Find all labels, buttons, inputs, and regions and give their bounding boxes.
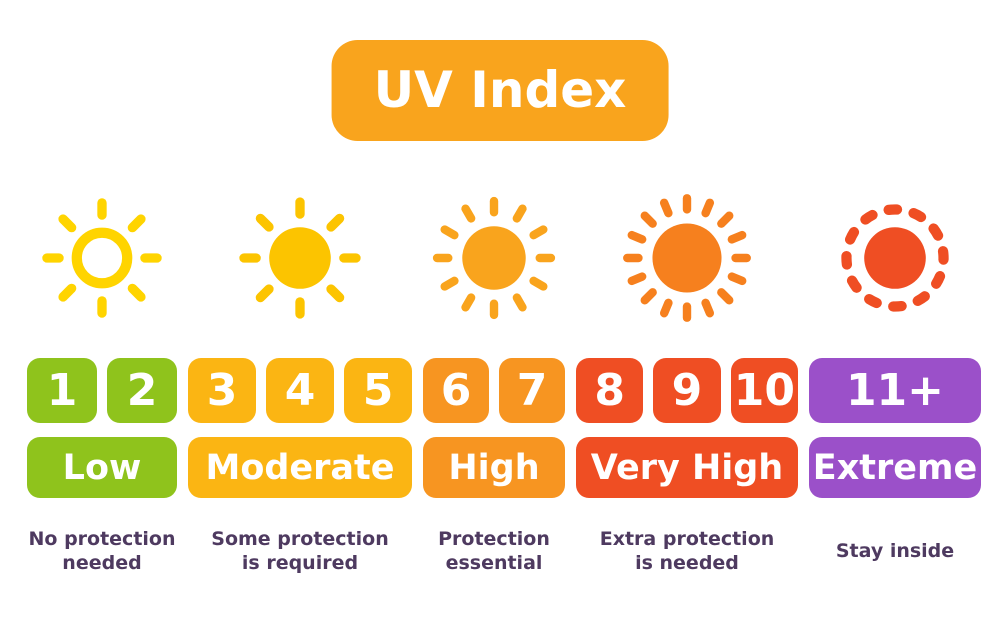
description-line: is needed: [635, 552, 739, 574]
uv-level-label-very-high: Very High: [576, 437, 798, 498]
sun-filled-12-rays-icon: [424, 188, 564, 328]
sun-dashed-ring-icon: [825, 188, 965, 328]
sun-outline-8-rays-icon: [32, 188, 172, 328]
uv-numbers-row: 6 7: [423, 358, 565, 423]
uv-number-box-11-plus: 11+: [809, 358, 981, 423]
uv-numbers-row: 11+: [809, 358, 981, 423]
description-line: Protection: [438, 528, 550, 550]
sun-filled-8-rays-icon: [230, 188, 370, 328]
description-line: Extra protection: [599, 528, 775, 550]
uv-number-box-7: 7: [499, 358, 565, 423]
sun-filled-16-rays-icon: [617, 188, 757, 328]
uv-number-box-10: 10: [730, 358, 798, 423]
uv-number-box-9: 9: [653, 358, 721, 423]
uv-level-description-moderate: Some protection is required: [211, 525, 388, 577]
uv-level-label-moderate: Moderate: [188, 437, 412, 498]
uv-number-box-1: 1: [27, 358, 97, 423]
uv-number-box-3: 3: [188, 358, 256, 423]
uv-level-high: 6 7 High Protection essential: [423, 188, 565, 577]
uv-numbers-row: 8 9 10: [576, 358, 798, 423]
page-title: UV Index: [373, 61, 627, 119]
uv-number-box-5: 5: [344, 358, 412, 423]
uv-numbers-row: 1 2: [27, 358, 177, 423]
title-badge: UV Index: [331, 40, 669, 141]
uv-level-description-high: Protection essential: [438, 525, 550, 577]
description-line: needed: [62, 552, 142, 574]
uv-numbers-row: 3 4 5: [188, 358, 412, 423]
description-line: essential: [445, 552, 543, 574]
description-line: is required: [241, 552, 359, 574]
uv-number-box-8: 8: [576, 358, 644, 423]
description-line: No protection: [28, 528, 176, 550]
uv-number-box-4: 4: [266, 358, 334, 423]
uv-level-description-low: No protection needed: [29, 525, 176, 577]
uv-level-very-high: 8 9 10 Very High Extra protection is nee…: [576, 188, 798, 577]
uv-level-label-low: Low: [27, 437, 177, 498]
uv-level-moderate: 3 4 5 Moderate Some protection is requir…: [188, 188, 412, 577]
uv-number-box-6: 6: [423, 358, 489, 423]
uv-level-description-extreme: Stay inside: [836, 525, 954, 577]
uv-levels-row: 1 2 Low No protection needed: [27, 188, 981, 577]
description-line: Some protection: [211, 528, 389, 550]
uv-level-label-extreme: Extreme: [809, 437, 981, 498]
uv-level-label-high: High: [423, 437, 565, 498]
description-line: Stay inside: [835, 540, 955, 562]
uv-level-description-very-high: Extra protection is needed: [600, 525, 775, 577]
uv-level-low: 1 2 Low No protection needed: [27, 188, 177, 577]
uv-number-box-2: 2: [107, 358, 177, 423]
uv-level-extreme: 11+ Extreme Stay inside: [809, 188, 981, 577]
